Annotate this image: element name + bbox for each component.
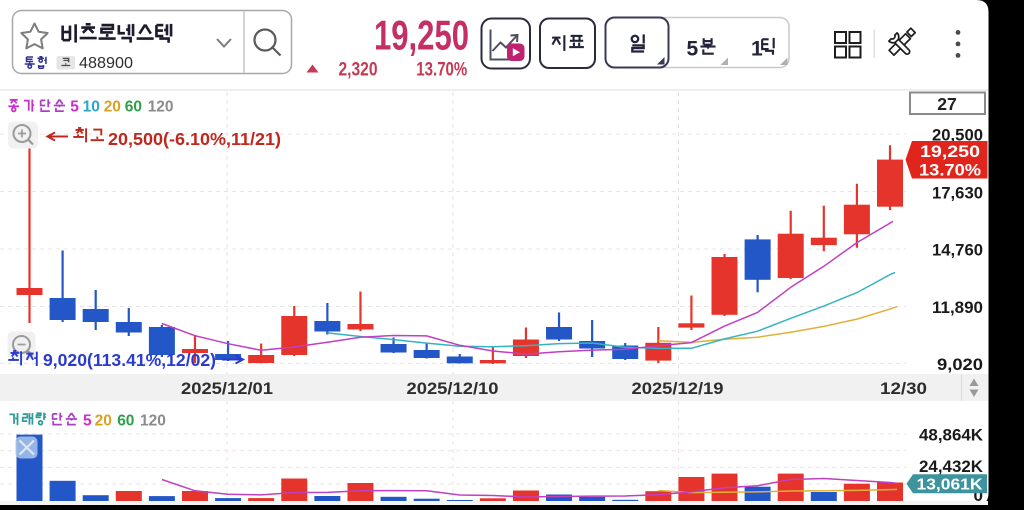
svg-text:5: 5	[70, 99, 79, 116]
svg-text:60: 60	[125, 99, 142, 116]
svg-text:27: 27	[937, 94, 956, 114]
svg-text:12/30: 12/30	[880, 379, 927, 398]
svg-text:13,061K: 13,061K	[917, 477, 983, 494]
svg-text:10: 10	[83, 99, 100, 116]
svg-text:14,760: 14,760	[932, 241, 983, 260]
svg-text:20,500: 20,500	[932, 126, 983, 145]
svg-text:60: 60	[117, 413, 134, 430]
svg-text:2025/12/01: 2025/12/01	[181, 379, 273, 398]
svg-text:20: 20	[104, 99, 121, 116]
svg-text:2,320: 2,320	[339, 60, 378, 81]
svg-text:9,020(113.41%,12/02): 9,020(113.41%,12/02)	[43, 350, 216, 370]
svg-text:19,250: 19,250	[374, 12, 469, 59]
svg-text:20,500(-6.10%,11/21): 20,500(-6.10%,11/21)	[108, 129, 281, 149]
svg-text:17,630: 17,630	[932, 184, 983, 203]
svg-text:488900: 488900	[79, 55, 133, 72]
svg-text:24,432K: 24,432K	[919, 457, 984, 476]
svg-text:13.70%: 13.70%	[416, 60, 467, 81]
svg-text:48,864K: 48,864K	[919, 426, 984, 445]
svg-text:120: 120	[140, 413, 166, 430]
svg-text:0: 0	[974, 486, 983, 505]
svg-text:1: 1	[751, 38, 763, 61]
svg-text:2025/12/19: 2025/12/19	[632, 379, 724, 398]
svg-text:20: 20	[95, 413, 112, 430]
svg-text:11,890: 11,890	[932, 298, 983, 317]
svg-text:5: 5	[83, 413, 92, 430]
svg-text:5: 5	[687, 38, 699, 61]
svg-text:13.70%: 13.70%	[919, 162, 981, 180]
svg-text:2025/12/10: 2025/12/10	[407, 379, 499, 398]
svg-text:9,020: 9,020	[937, 355, 983, 374]
svg-text:19,250: 19,250	[920, 143, 980, 161]
svg-text:120: 120	[148, 99, 174, 116]
